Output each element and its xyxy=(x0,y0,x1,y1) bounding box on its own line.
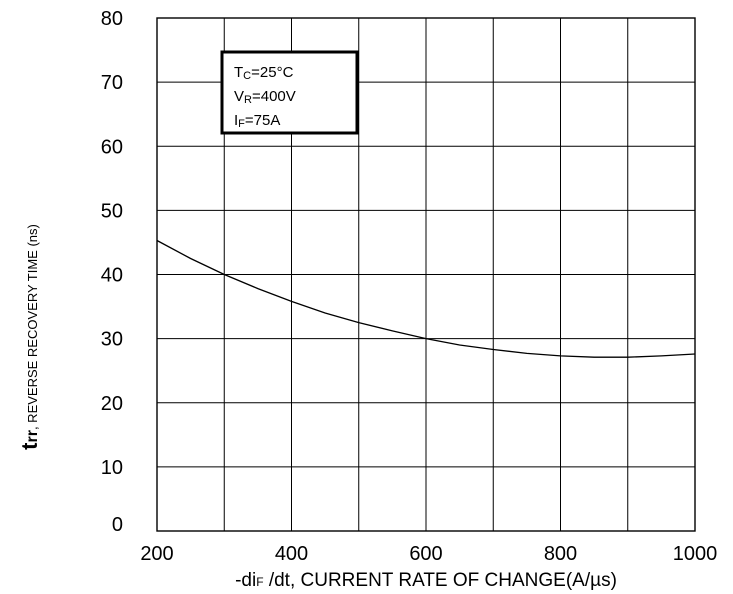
y-axis-label: trr, REVERSE RECOVERY TIME (ns) xyxy=(17,224,42,450)
x-tick-label: 800 xyxy=(544,543,577,565)
y-tick-label: 40 xyxy=(101,265,123,287)
x-tick-label: 1000 xyxy=(673,543,718,565)
annotation-line-1: TC=25°C xyxy=(234,64,294,82)
grid xyxy=(157,18,695,531)
x-tick-label: 400 xyxy=(275,543,308,565)
y-tick-label: 60 xyxy=(101,136,123,158)
y-tick-label: 30 xyxy=(101,329,123,351)
x-axis-label: -diF /dt, CURRENT RATE OF CHANGE(A/µs) xyxy=(235,570,617,591)
x-tick-label: 600 xyxy=(409,543,442,565)
annotation-frame xyxy=(220,50,359,135)
y-tick-labels: 0 10 20 30 40 50 60 70 80 xyxy=(101,8,123,536)
y-tick-label: 70 xyxy=(101,72,123,94)
y-tick-label: 10 xyxy=(101,457,123,479)
y-tick-label: 50 xyxy=(101,200,123,222)
annotation-box: TC=25°C VR=400V IF=75A xyxy=(220,50,359,135)
x-tick-label: 200 xyxy=(140,543,173,565)
series-line xyxy=(156,239,696,358)
series-layer xyxy=(156,239,696,358)
annotation-line-2: VR=400V xyxy=(234,88,296,106)
annotation-line-3: IF=75A xyxy=(234,112,280,130)
y-tick-label: 0 xyxy=(112,514,123,536)
x-tick-labels: 200 400 600 800 1000 xyxy=(140,543,717,565)
y-tick-label: 80 xyxy=(101,8,123,30)
plot-frame xyxy=(156,17,696,532)
y-tick-label: 20 xyxy=(101,393,123,415)
